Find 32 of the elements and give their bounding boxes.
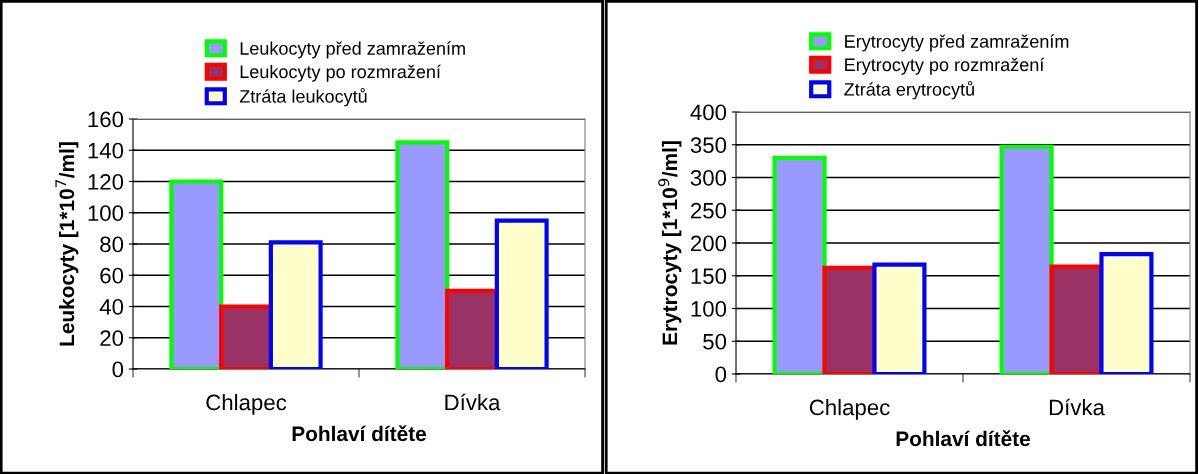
y-tick-label: 250	[691, 202, 727, 219]
x-tick-label: Chlapec	[206, 394, 287, 415]
legend-label: Leukocyty před zamražením	[240, 41, 465, 59]
y-tick-label: 400	[690, 104, 727, 121]
y-tick-label: 80	[100, 236, 124, 253]
y-axis-title: Leukocyty [1*10$^{7}$/ml]	[55, 142, 79, 346]
x-tick-label: Dívka	[445, 393, 501, 411]
y-tick-label: 150	[691, 268, 727, 285]
legend-label: Ztráta erytrocytů	[844, 81, 974, 100]
y-axis-title: Erytrocyty [1*10$^{9}$/ml]	[658, 141, 682, 345]
y-tick-label: 100	[88, 205, 124, 222]
legend-label: Leukocyty po rozmražení	[240, 64, 441, 82]
legend-label: Erytrocyty před zamražením	[845, 34, 1069, 52]
y-tick-label: 20	[100, 330, 124, 347]
y-tick-label: 40	[99, 299, 124, 315]
legend-label: Ztráta leukocytů	[239, 88, 367, 107]
x-tick-label: Dívka	[1049, 398, 1105, 416]
y-tick-label: 50	[703, 333, 727, 350]
x-axis-title: Pohlaví dítěte	[292, 425, 427, 442]
y-tick-label: 160	[88, 111, 124, 128]
y-tick-label: 0	[715, 366, 727, 383]
y-tick-label: 120	[88, 174, 124, 190]
y-tick-label: 0	[112, 361, 124, 378]
y-tick-label: 200	[691, 235, 727, 252]
y-tick-label: 60	[100, 267, 124, 284]
x-axis-title: Pohlaví dítěte	[896, 430, 1031, 447]
legend-label: Erytrocyty po rozmražení	[845, 57, 1045, 75]
y-tick-label: 350	[690, 137, 727, 154]
x-tick-label: Chlapec	[809, 399, 890, 420]
y-tick-label: 300	[690, 170, 727, 186]
y-tick-label: 100	[691, 301, 727, 317]
y-tick-label: 140	[88, 142, 124, 159]
